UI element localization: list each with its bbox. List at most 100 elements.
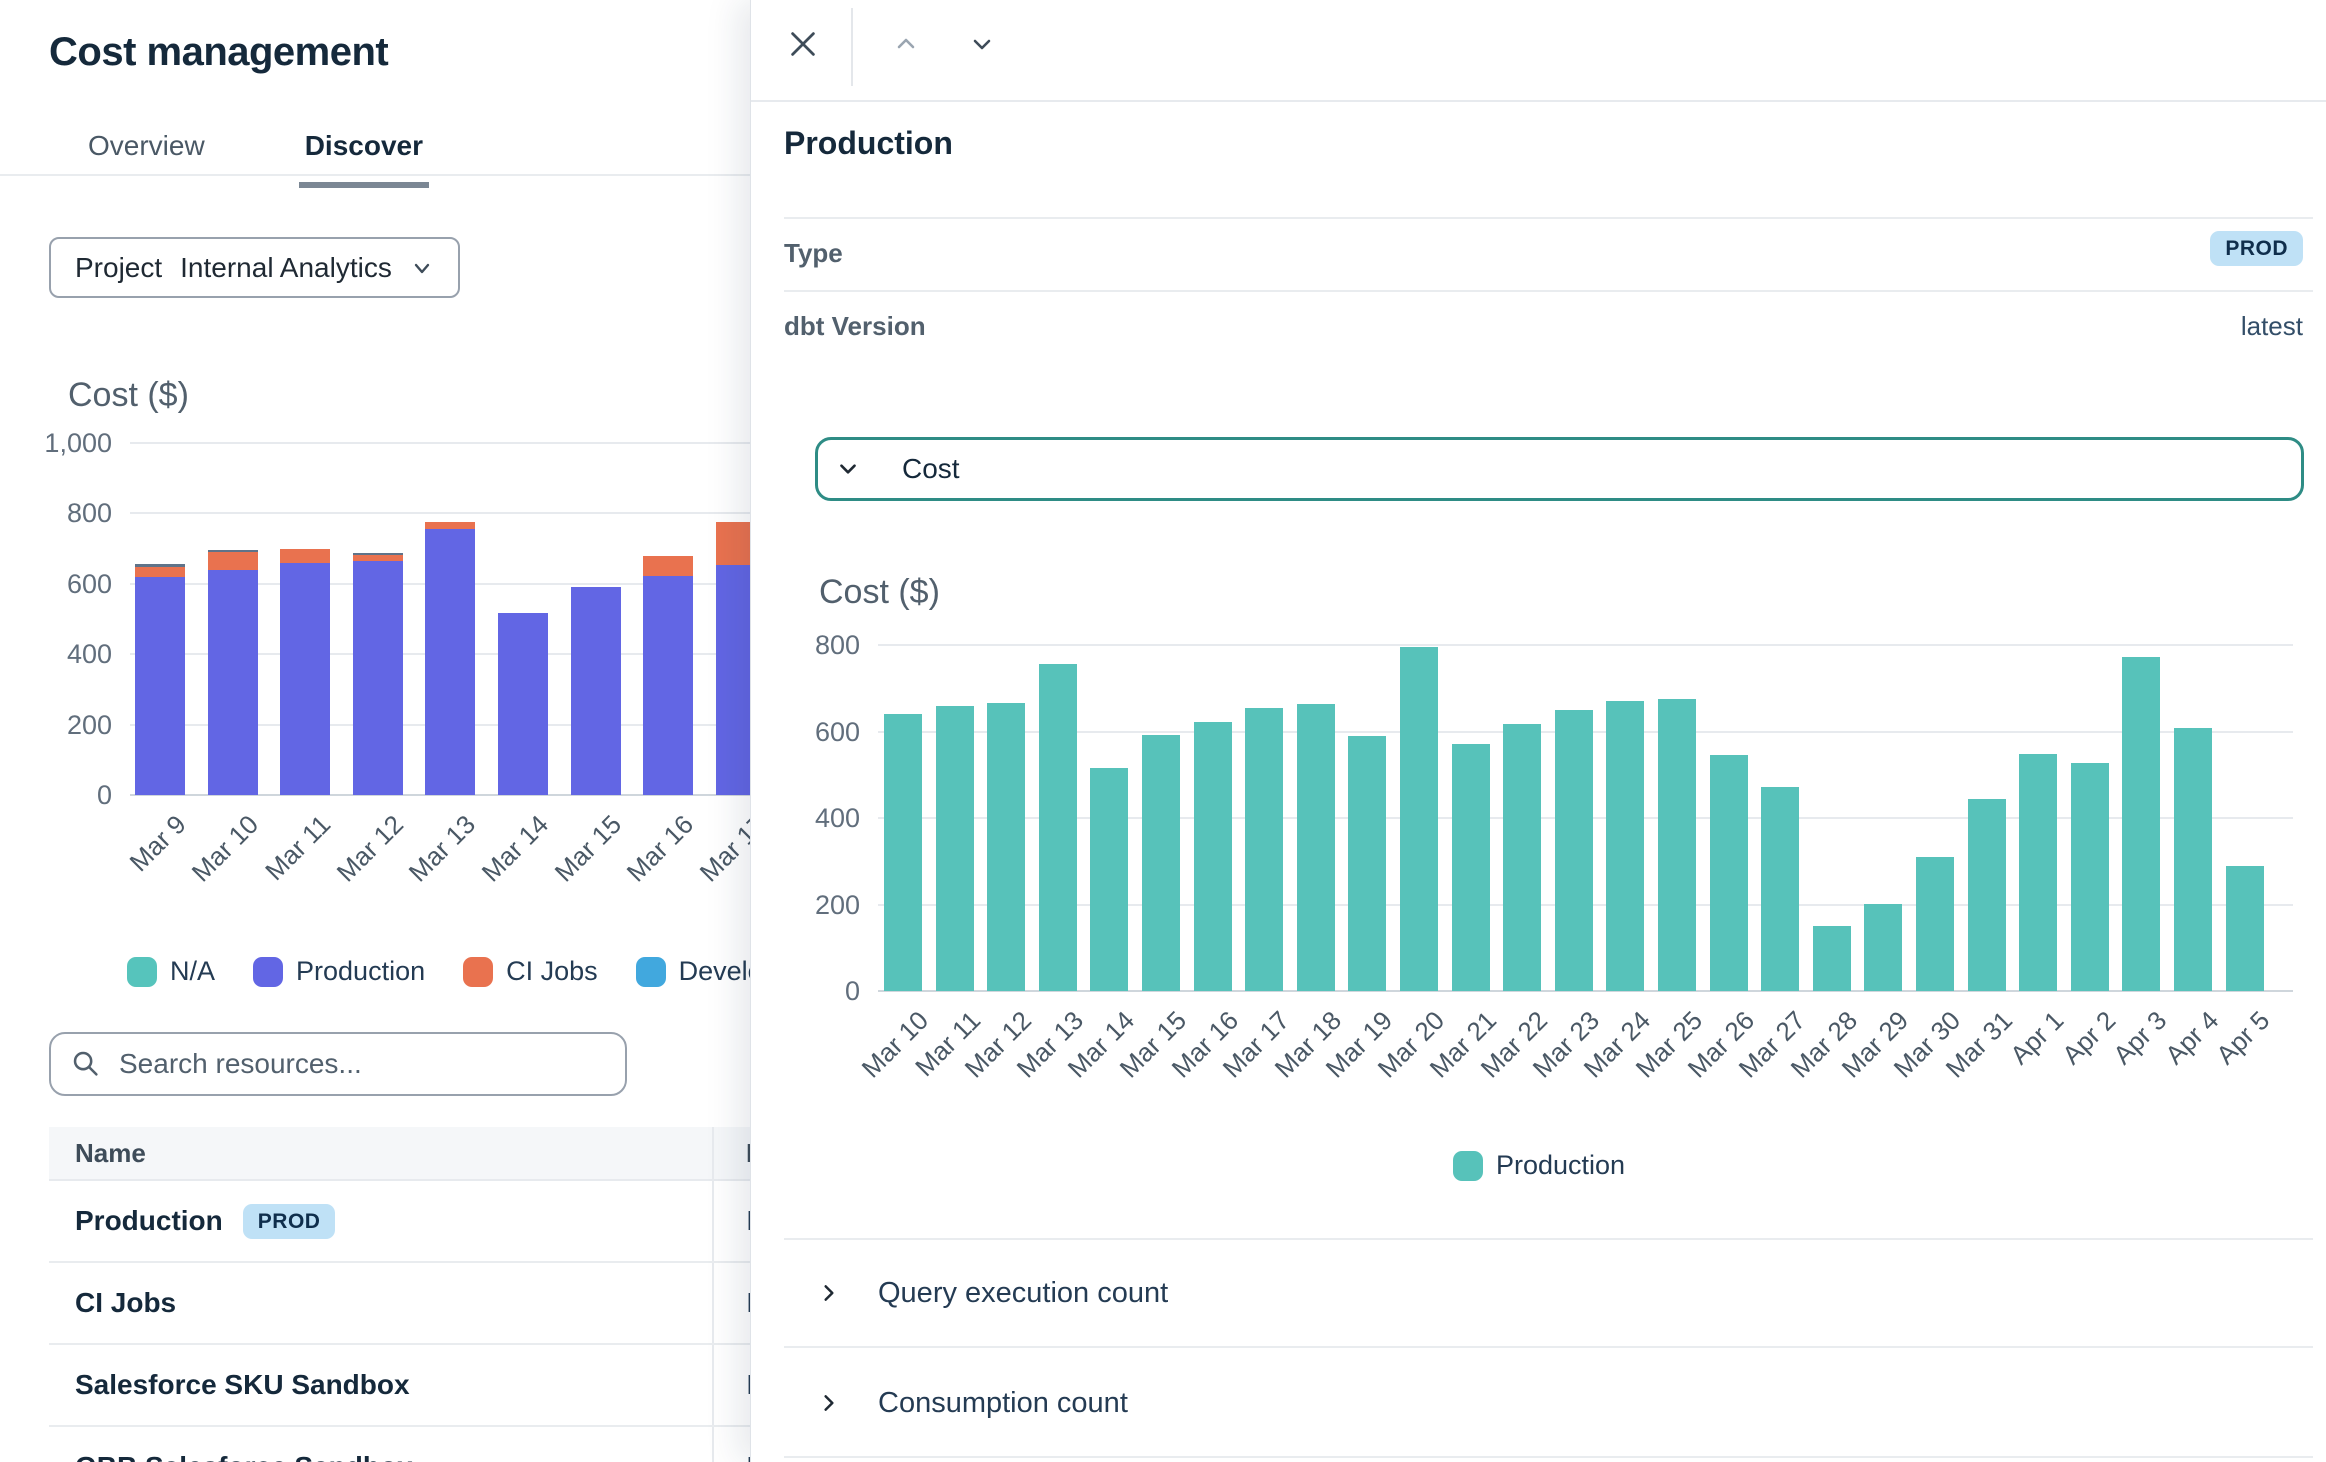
- legend-swatch: [127, 956, 157, 987]
- bar-segment-production[interactable]: [2019, 754, 2058, 991]
- legend-label: CI Jobs: [506, 956, 598, 986]
- y-axis-tick-label: 400: [66, 639, 112, 670]
- x-axis-tick-label: Mar 9: [122, 809, 192, 878]
- bar-segment-production[interactable]: [1606, 701, 1645, 991]
- bar-segment-production[interactable]: [1554, 710, 1593, 991]
- bar-segment-production[interactable]: [1090, 767, 1129, 991]
- bar-segment-production[interactable]: [884, 714, 922, 991]
- gridline: [130, 794, 810, 796]
- x-axis-tick-label: Mar 10: [185, 809, 264, 888]
- bar-segment-development[interactable]: [207, 550, 258, 553]
- bar-segment-production[interactable]: [1245, 708, 1284, 991]
- project-filter-dropdown[interactable]: Project Internal Analytics: [49, 237, 460, 298]
- bar-segment-production[interactable]: [1400, 647, 1438, 991]
- field-label-type: Type: [784, 238, 843, 268]
- field-label-dbt-version: dbt Version: [784, 311, 926, 341]
- consumption-section-label: Consumption count: [878, 1386, 1128, 1419]
- bar-segment-production[interactable]: [280, 562, 331, 795]
- legend-item-production[interactable]: Production: [1452, 1150, 1625, 1181]
- bar-segment-production[interactable]: [2225, 866, 2264, 991]
- x-axis-tick-label: Apr 4: [2159, 1005, 2225, 1071]
- chevron-down-icon: [836, 457, 860, 481]
- bar-segment-production[interactable]: [1658, 698, 1696, 991]
- prod-badge: PROD: [2210, 231, 2303, 266]
- y-axis-tick-label: 800: [814, 630, 860, 660]
- header-divider: [851, 8, 853, 86]
- tab-discover[interactable]: Discover: [298, 130, 429, 188]
- x-axis-tick-label: Mar 15: [548, 809, 627, 888]
- bar-segment-production[interactable]: [1967, 798, 2006, 991]
- bar-segment-production[interactable]: [498, 613, 548, 795]
- legend-label: Production: [296, 956, 426, 986]
- legend-item-n-a[interactable]: N/A: [127, 956, 215, 987]
- bar-segment-production[interactable]: [1451, 744, 1490, 991]
- legend-item-production[interactable]: Production: [253, 956, 425, 987]
- bar-segment-production[interactable]: [1503, 723, 1542, 991]
- bar-segment-production[interactable]: [135, 576, 185, 795]
- legend-item-ci-jobs[interactable]: CI Jobs: [463, 956, 598, 987]
- query-execution-section-header[interactable]: Query execution count: [751, 1240, 2326, 1346]
- y-axis-tick-label: 600: [814, 716, 860, 747]
- bar-segment-production[interactable]: [1812, 926, 1851, 991]
- bar-segment-production[interactable]: [1038, 664, 1077, 991]
- divider: [784, 1238, 2313, 1240]
- bar-segment-production[interactable]: [1709, 755, 1748, 991]
- bar-segment-production[interactable]: [207, 569, 258, 795]
- bar-segment-development[interactable]: [135, 563, 185, 567]
- search-input[interactable]: [117, 1047, 605, 1081]
- bar-segment-production[interactable]: [2070, 763, 2109, 991]
- legend-swatch: [253, 956, 284, 987]
- row-name-text: CI Jobs: [75, 1287, 177, 1318]
- y-axis-tick-label: 200: [66, 709, 112, 740]
- bar-segment-production[interactable]: [352, 560, 403, 795]
- left-cost-chart: 0 200 400 600 800 1,000 Mar 9 Mar 10 Mar 11 Mar 1…: [44, 428, 844, 887]
- row-name-text: Salesforce SKU Sandbox: [75, 1369, 410, 1400]
- bar-segment-production[interactable]: [935, 705, 974, 991]
- bar-segment-production[interactable]: [1761, 787, 1800, 991]
- x-axis-tick-label: Apr 3: [2107, 1005, 2173, 1071]
- bar-segment-ci-jobs[interactable]: [135, 566, 185, 577]
- row-name: Production PROD: [49, 1203, 336, 1239]
- previous-item-button[interactable]: [884, 22, 928, 66]
- bar-segment-production[interactable]: [570, 586, 621, 795]
- panel-chart-title: Cost ($): [819, 573, 940, 611]
- x-axis-tick-label: Mar 12: [330, 809, 410, 888]
- bar-segment-production[interactable]: [425, 529, 476, 795]
- bar-segment-production[interactable]: [2174, 727, 2212, 991]
- bar-segment-production[interactable]: [1916, 856, 1954, 991]
- bar-segment-ci-jobs[interactable]: [207, 552, 258, 570]
- row-name: CI Jobs: [49, 1287, 176, 1319]
- bar-segment-ci-jobs[interactable]: [425, 521, 476, 530]
- chevron-right-icon: [819, 1393, 839, 1413]
- bar-segment-production[interactable]: [1864, 904, 1903, 991]
- bar-segment-production[interactable]: [2122, 656, 2161, 991]
- bar-segment-production[interactable]: [1142, 735, 1180, 991]
- bar-segment-production[interactable]: [1348, 736, 1387, 991]
- bar-segment-production[interactable]: [1296, 703, 1335, 991]
- x-axis-tick-label: Apr 1: [2004, 1005, 2070, 1071]
- row-name: GBB Salesforce Sandbox: [49, 1451, 413, 1462]
- bar-segment-ci-jobs[interactable]: [643, 555, 694, 577]
- consumption-section-header[interactable]: Consumption count: [751, 1350, 2326, 1456]
- cost-section-header[interactable]: Cost: [815, 437, 2304, 501]
- y-axis-tick-label: 1,000: [44, 428, 112, 458]
- legend-swatch: [1452, 1150, 1483, 1181]
- bar-segment-ci-jobs[interactable]: [352, 554, 403, 561]
- chevron-up-icon: [893, 31, 919, 57]
- bar-segment-production[interactable]: [987, 702, 1026, 991]
- panel-header: [751, 0, 2326, 102]
- tab-overview[interactable]: Overview: [88, 130, 205, 161]
- bar-segment-production[interactable]: [643, 576, 694, 795]
- divider: [784, 217, 2313, 219]
- bar-segment-ci-jobs[interactable]: [280, 548, 331, 563]
- field-value-dbt-version: latest: [2240, 311, 2303, 341]
- y-axis-tick-label: 800: [66, 498, 112, 529]
- bar-segment-development[interactable]: [352, 552, 403, 555]
- next-item-button[interactable]: [960, 22, 1004, 66]
- close-button[interactable]: [781, 22, 825, 66]
- divider: [784, 290, 2313, 292]
- bar-segment-production[interactable]: [1193, 722, 1232, 991]
- search-icon: [71, 1049, 101, 1079]
